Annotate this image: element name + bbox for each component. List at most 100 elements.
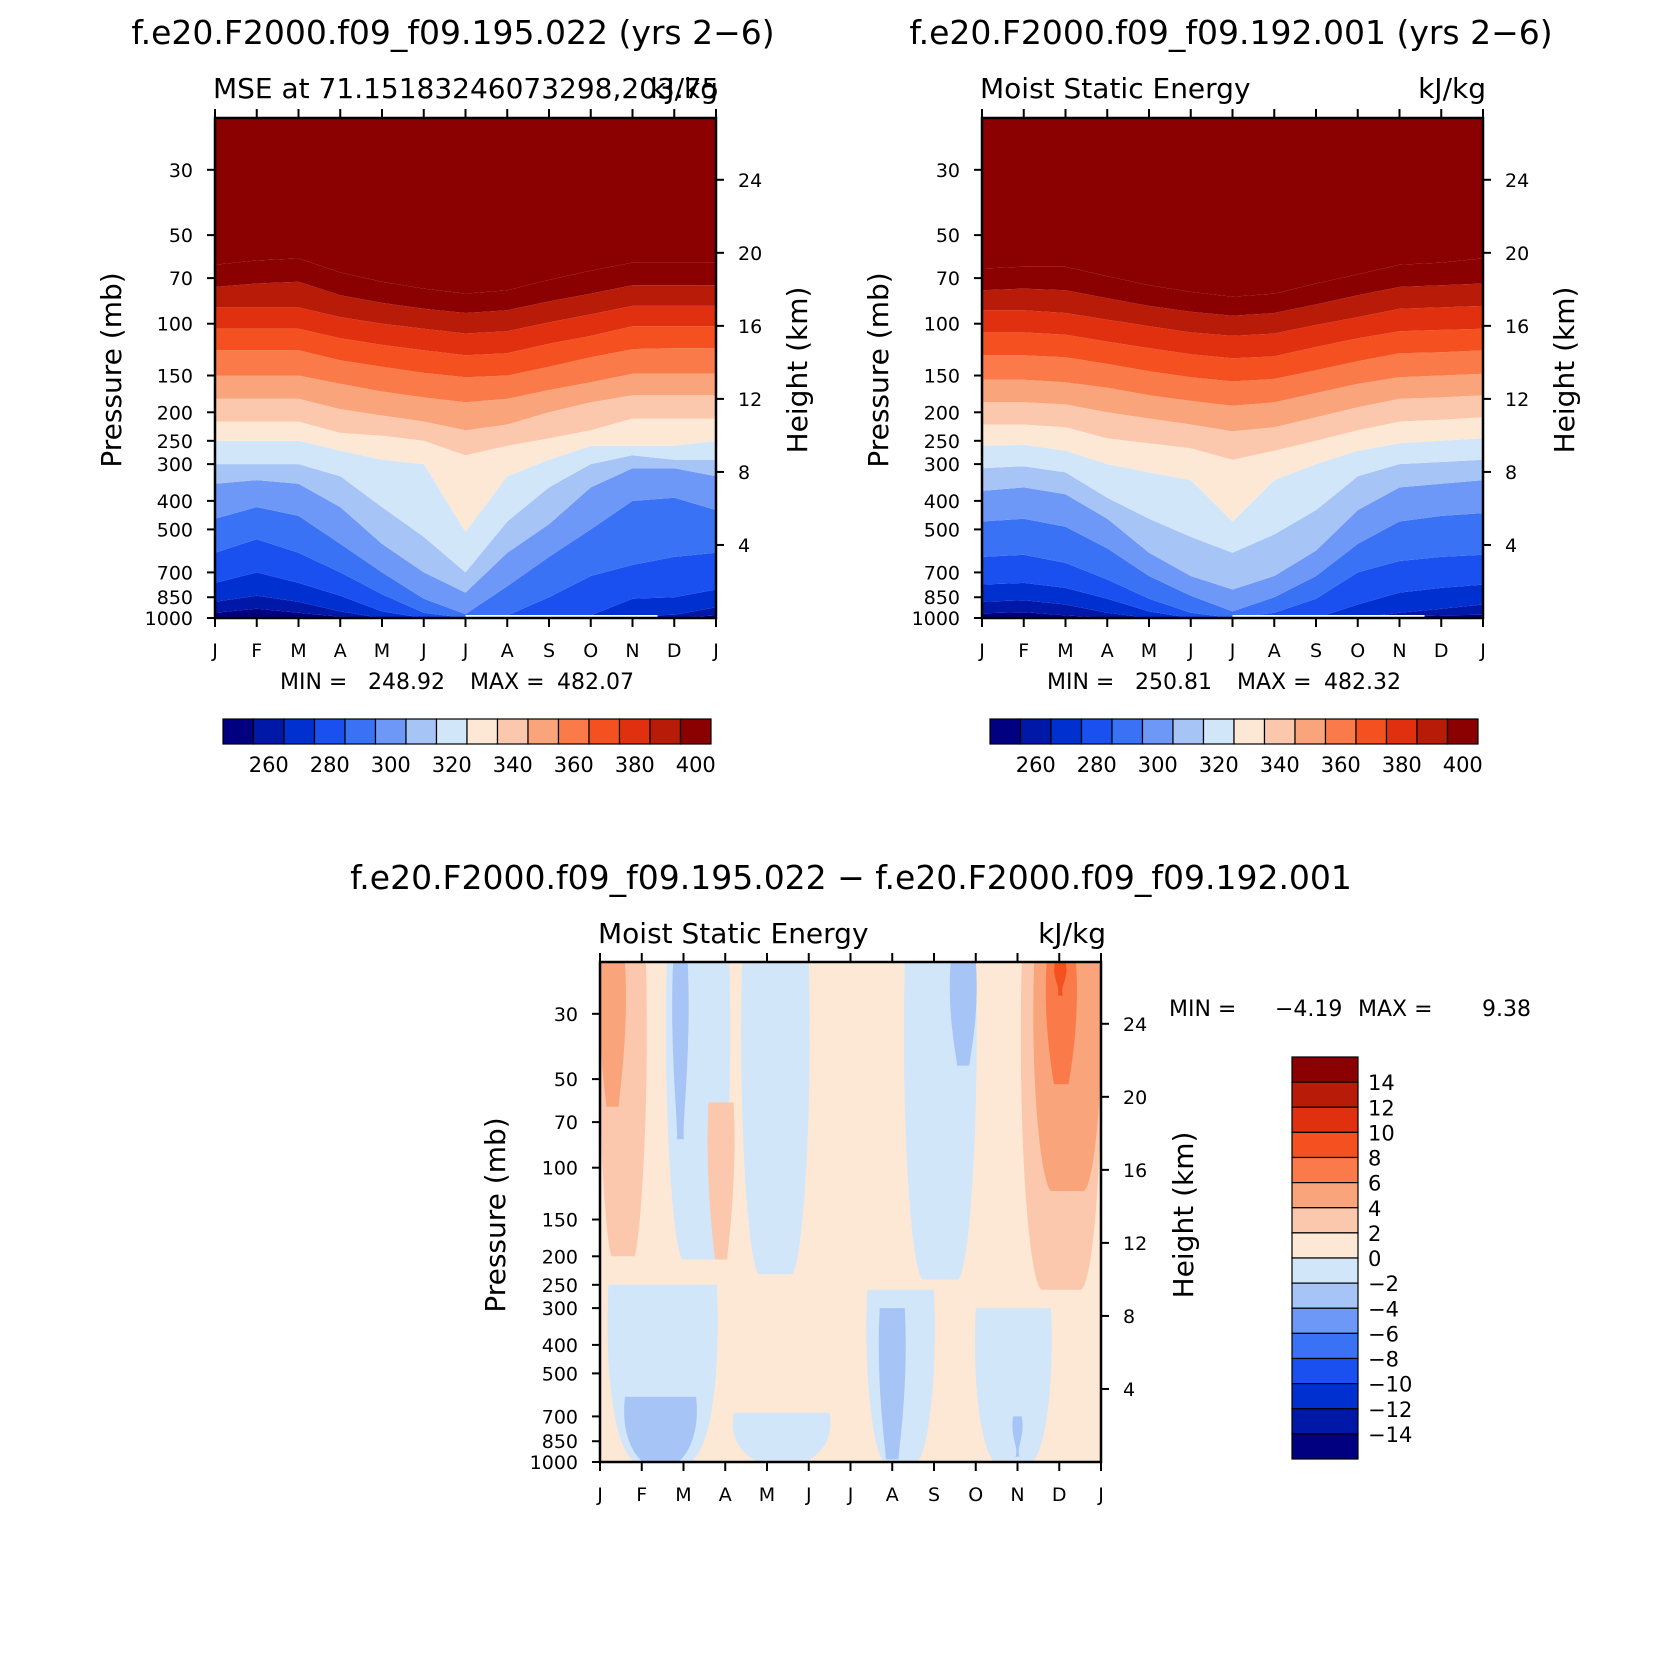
panel-test-colorbar-box <box>618 718 651 745</box>
panel-difference-colorbar-label: −6 <box>1368 1322 1399 1346</box>
panel-test-y2label: Height (km) <box>781 287 814 454</box>
panel-control-pressure-tick-label: 300 <box>924 454 960 476</box>
panel-difference-height-tick-label: 4 <box>1123 1379 1135 1401</box>
panel-control-contour-band <box>982 283 1483 336</box>
panel-difference-month-tick-label: F <box>636 1484 647 1506</box>
panel-control-colorbar-label: 260 <box>1016 753 1056 777</box>
panel-test-colorbar-box <box>527 718 560 745</box>
panel-test-height-tick-label: 12 <box>738 389 762 411</box>
panel-test-pressure-tick-label: 500 <box>157 519 193 541</box>
panel-test-pressure-tick-label: 100 <box>157 314 193 336</box>
panel-test-contour-band <box>215 118 716 294</box>
panel-difference-colorbar-label: 6 <box>1368 1172 1381 1196</box>
panel-control-pressure-tick-label: 70 <box>936 268 960 290</box>
panel-test-colorbar-box <box>374 718 407 745</box>
panel-difference-colorbar-box <box>1291 1433 1359 1460</box>
panel-test-case-title: f.e20.F2000.f09_f09.195.022 (yrs 2−6) <box>131 13 774 52</box>
panel-control-colorbar-box <box>989 718 1022 745</box>
panel-control-colorbar-box <box>1141 718 1174 745</box>
panel-control-colorbar-box <box>1385 718 1418 745</box>
panel-difference-pressure-tick-label: 250 <box>542 1275 578 1297</box>
panel-control-max: 482.32 <box>1324 670 1401 695</box>
panel-control-ylabel: Pressure (mb) <box>862 272 895 467</box>
panel-control-month-tick-label: O <box>1350 640 1365 662</box>
panel-control-height-tick-label: 24 <box>1505 170 1529 192</box>
panel-difference-month-tick-label: S <box>928 1484 940 1506</box>
panel-difference-colorbar-box <box>1291 1383 1359 1410</box>
panel-control-colorbar-label: 320 <box>1199 753 1239 777</box>
panel-control-pressure-tick-label: 30 <box>936 160 960 182</box>
panel-control-colorbar-box <box>1111 718 1144 745</box>
panel-control-colorbar-label: 300 <box>1138 753 1178 777</box>
panel-control-month-tick-label: S <box>1310 640 1322 662</box>
panel-difference-colorbar-label: −2 <box>1368 1272 1399 1296</box>
panel-control-colorbar-box <box>1019 718 1052 745</box>
panel-difference-month-tick-label: O <box>968 1484 983 1506</box>
panel-control-month-tick-label: A <box>1101 640 1114 662</box>
panel-difference-colorbar-box <box>1291 1357 1359 1385</box>
panel-difference-pressure-tick-label: 100 <box>542 1158 578 1180</box>
panel-test-contour-band <box>215 373 716 431</box>
panel-test-month-tick-label: M <box>290 640 306 662</box>
panel-test-month-tick-label: A <box>501 640 514 662</box>
panel-control-colorbar-box <box>1416 718 1449 745</box>
panel-control-colorbar-label: 360 <box>1321 753 1361 777</box>
panel-control: f.e20.F2000.f09_f09.192.001 (yrs 2−6) Mo… <box>862 13 1581 777</box>
panel-difference-max: 9.38 <box>1482 997 1531 1022</box>
panel-difference-units: kJ/kg <box>1038 917 1106 950</box>
panel-control-contour-band <box>982 395 1483 460</box>
panel-test-contour-band <box>215 348 716 403</box>
panel-test-month-tick-label: M <box>374 640 390 662</box>
panel-control-pressure-tick-label: 100 <box>924 314 960 336</box>
panel-control-min: 250.81 <box>1135 670 1212 695</box>
panel-difference-min: −4.19 <box>1275 997 1342 1022</box>
panel-test-month-tick-label: D <box>667 640 682 662</box>
panel-difference-month-tick-label: A <box>719 1484 732 1506</box>
panel-difference-region-jan-upper-4to6 <box>599 962 626 1107</box>
panel-test-pressure-tick-label: 400 <box>157 491 193 513</box>
panel-control-colorbar-label: 340 <box>1260 753 1300 777</box>
panel-difference-min-label: MIN = <box>1169 997 1236 1022</box>
panel-control-contour-band <box>982 554 1483 618</box>
panel-test-min-label: MIN = <box>280 670 347 695</box>
panel-difference-colorbar-label: 0 <box>1368 1247 1381 1271</box>
panel-difference-colorbar-box <box>1291 1408 1359 1435</box>
panel-control-month-tick-label: D <box>1434 640 1449 662</box>
panel-control-colorbar-box <box>1263 718 1296 745</box>
panel-control-colorbar-box <box>1080 718 1113 745</box>
panel-control-contour-band <box>982 582 1483 618</box>
panel-test-colorbar-label: 400 <box>676 753 716 777</box>
panel-control-month-tick-label: M <box>1057 640 1073 662</box>
panel-difference-colorbar-box <box>1291 1106 1359 1133</box>
panel-test-colorbar-label: 380 <box>615 753 655 777</box>
panel-test-colorbar-box <box>405 718 438 745</box>
panel-control-contour-band <box>982 373 1483 432</box>
panel-control-colorbar-box <box>1294 718 1327 745</box>
panel-control-pressure-tick-label: 850 <box>924 587 960 609</box>
panel-difference-month-tick-label: N <box>1010 1484 1024 1506</box>
panel-test-contour-band <box>215 497 716 618</box>
panel-test-colorbar-box <box>435 718 468 745</box>
panel-test-contour-band <box>215 455 716 593</box>
panel-test-ylabel: Pressure (mb) <box>95 272 128 467</box>
panel-difference-colorbar-box <box>1291 1131 1359 1159</box>
panel-control-height-tick-label: 12 <box>1505 389 1529 411</box>
panel-difference-y2label: Height (km) <box>1167 1132 1200 1299</box>
panel-difference-ylabel: Pressure (mb) <box>479 1117 512 1312</box>
panel-test-colorbar-box <box>557 718 590 745</box>
panel-test-month-tick-label: F <box>251 640 262 662</box>
panel-test-colorbar-box <box>252 718 285 745</box>
panel-test-pressure-tick-label: 850 <box>157 587 193 609</box>
panel-test-contour-band <box>215 258 716 313</box>
panel-difference-month-tick-label: J <box>847 1484 854 1506</box>
panel-test-height-tick-label: 20 <box>738 243 762 265</box>
panel-test-contour-band <box>215 305 716 356</box>
panel-control-colorbar-box <box>1355 718 1388 745</box>
panel-control-height-tick-label: 4 <box>1505 535 1517 557</box>
panel-difference-month-tick-label: M <box>759 1484 775 1506</box>
panel-control-contour-band <box>982 513 1483 618</box>
panel-difference-colorbar-box <box>1291 1182 1359 1209</box>
panel-difference-pressure-tick-label: 150 <box>542 1210 578 1232</box>
panel-control-height-tick-label: 20 <box>1505 243 1529 265</box>
